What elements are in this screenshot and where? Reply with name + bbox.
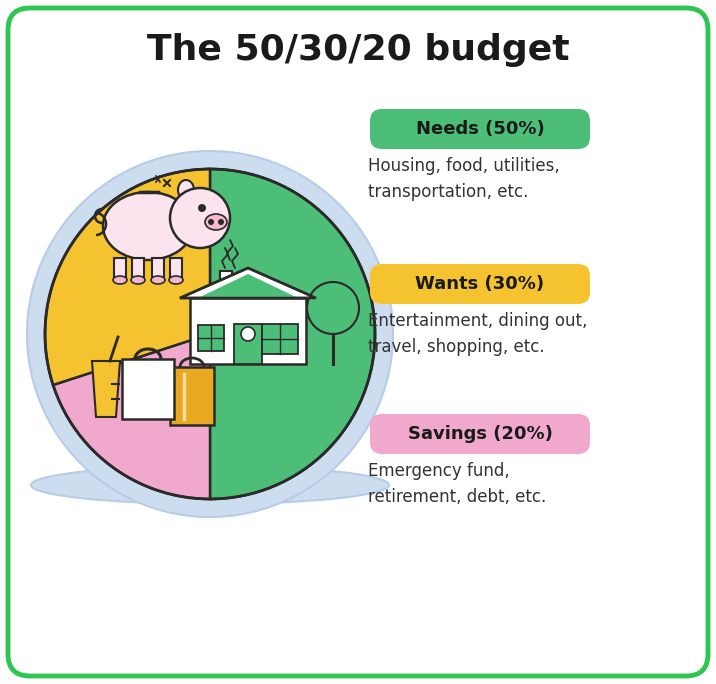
Bar — [198, 325, 224, 351]
Text: The 50/30/20 budget: The 50/30/20 budget — [147, 33, 569, 67]
Text: Housing, food, utilities,
transportation, etc.: Housing, food, utilities, transportation… — [368, 157, 560, 201]
Wedge shape — [45, 169, 210, 385]
Bar — [170, 367, 214, 425]
Bar — [114, 258, 126, 280]
Circle shape — [241, 327, 255, 341]
FancyBboxPatch shape — [370, 414, 590, 454]
Bar — [234, 324, 262, 364]
Text: Emergency fund,
retirement, debt, etc.: Emergency fund, retirement, debt, etc. — [368, 462, 546, 506]
Bar — [132, 258, 144, 280]
Bar — [170, 258, 182, 280]
Circle shape — [198, 204, 206, 212]
Polygon shape — [220, 271, 232, 298]
Bar — [152, 258, 164, 280]
Circle shape — [170, 188, 230, 248]
Ellipse shape — [113, 276, 127, 284]
FancyBboxPatch shape — [370, 109, 590, 149]
Polygon shape — [198, 274, 298, 298]
Circle shape — [208, 219, 214, 225]
Ellipse shape — [103, 192, 193, 260]
Ellipse shape — [205, 214, 227, 230]
Ellipse shape — [31, 466, 389, 504]
Text: Entertainment, dining out,
travel, shopping, etc.: Entertainment, dining out, travel, shopp… — [368, 312, 587, 356]
Ellipse shape — [131, 276, 145, 284]
Ellipse shape — [151, 276, 165, 284]
Text: Wants (30%): Wants (30%) — [415, 275, 545, 293]
Bar — [262, 324, 298, 354]
Ellipse shape — [169, 276, 183, 284]
Text: Savings (20%): Savings (20%) — [407, 425, 553, 443]
Circle shape — [27, 151, 393, 517]
FancyBboxPatch shape — [8, 8, 708, 676]
Circle shape — [307, 282, 359, 334]
Bar — [190, 298, 306, 364]
Circle shape — [218, 219, 224, 225]
Wedge shape — [210, 169, 375, 499]
FancyBboxPatch shape — [370, 264, 590, 304]
Polygon shape — [92, 361, 120, 417]
Wedge shape — [53, 334, 210, 499]
Bar — [122, 359, 174, 419]
Ellipse shape — [178, 180, 194, 200]
Text: Needs (50%): Needs (50%) — [415, 120, 544, 138]
Polygon shape — [180, 268, 316, 298]
